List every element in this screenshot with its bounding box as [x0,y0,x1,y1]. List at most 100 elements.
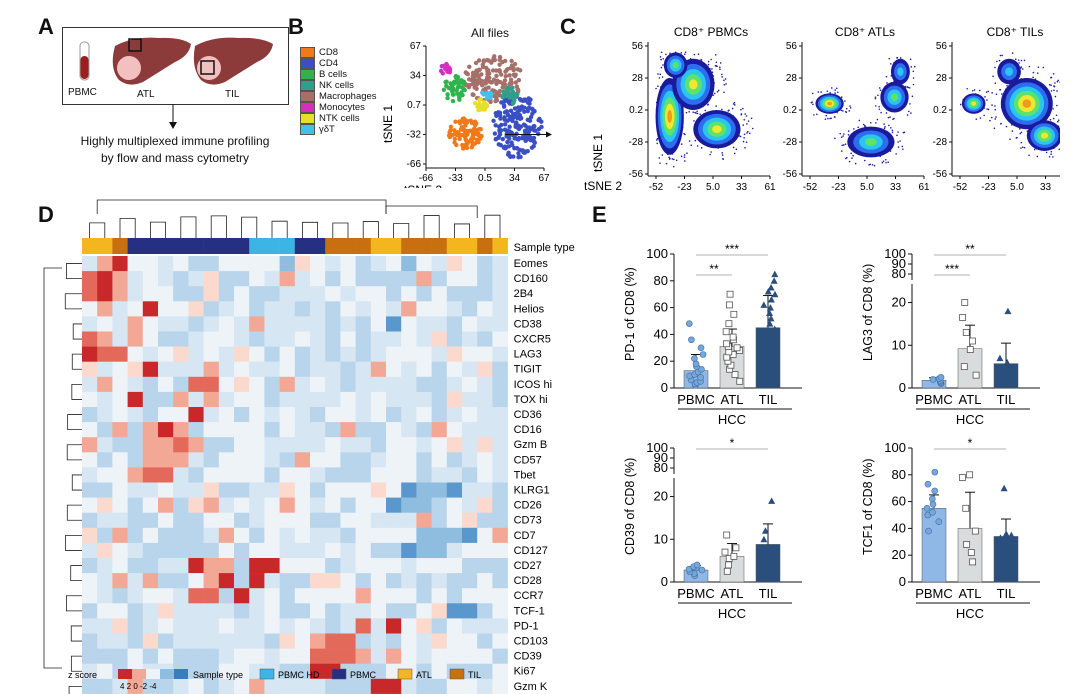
x-tick-label: TIL [997,586,1016,601]
y-tick-label: -28 [629,137,644,148]
marker-label: CD38 [514,318,542,330]
density-dot [843,133,845,135]
heatmap-cell [203,301,220,317]
tsne-point [497,68,502,73]
heatmap-cell [188,256,204,272]
data-point [1004,375,1012,383]
heatmap-cell [264,527,280,544]
data-point [767,284,775,291]
tsne-point [505,93,510,99]
density-dot [1045,151,1048,154]
heatmap-cell [355,633,372,649]
heatmap-cell [173,527,189,544]
heatmap-cell [97,256,113,272]
heatmap-cell [82,407,98,423]
heatmap-cell [446,301,463,317]
legend-swatch [300,113,315,124]
marker-label: CXCR5 [514,334,551,346]
tsne-point [471,126,477,131]
heatmap-cell [370,301,387,317]
heatmap-cell [279,648,296,664]
density-dot [743,133,746,136]
heatmap-cell [310,633,326,649]
heatmap-cell [370,648,387,664]
heatmap-cell [218,422,235,438]
tsne-point [489,60,494,65]
y-tick-label: 0.2 [933,105,947,116]
legend-swatch [300,47,315,58]
density-dot [906,114,909,116]
heatmap-cell [477,618,493,634]
heatmap-cell [142,346,159,362]
heatmap-cell [416,573,432,589]
heatmap-cell [416,301,432,317]
density-dot [824,118,827,121]
zscore-label: z score [68,670,97,680]
sample-type-cell [462,238,478,254]
heatmap-cell [355,331,372,347]
heatmap-cell [310,542,326,559]
heatmap-cell [310,346,326,362]
density-dot [684,51,687,53]
tsne-point [463,70,468,75]
density-dot [994,108,997,111]
heatmap-cell [142,482,159,498]
tsne-point [491,88,496,93]
density-dot [852,154,854,157]
tsne-point [476,139,481,145]
heatmap-cell [340,376,356,393]
heatmap-cell [431,663,448,680]
data-point [937,374,945,381]
density-title: CD8⁺ PBMCs [674,25,748,39]
heatmap-cell [203,527,220,544]
heatmap-cell [158,512,174,529]
heatmap-cell [279,633,296,649]
tsne-point [533,128,538,133]
heatmap-cell [370,391,387,408]
heatmap-cell [462,588,478,604]
heatmap-cell [112,331,128,347]
heatmap-cell [234,542,250,559]
heatmap-cell [386,422,402,438]
sample-type-cell [234,238,250,254]
heatmap-cell [97,618,113,634]
heatmap-cell [97,482,113,498]
heatmap-cell [203,437,220,453]
heatmap-cell [188,301,204,317]
heatmap-cell [431,603,448,619]
left-dendrogram-branch [65,534,82,551]
heatmap-cell [249,603,265,619]
density-dot [825,114,828,117]
arrow-down-icon [169,104,177,129]
tsne-point [499,100,504,105]
heatmap-cell [127,482,144,498]
tsne-point [492,93,497,99]
data-point [766,309,774,316]
heatmap-cell [142,256,159,272]
tsne-point [470,70,476,76]
heatmap-cell [401,271,417,287]
heatmap-cell [234,648,250,664]
heatmap-cell [355,467,372,483]
heatmap-cell [127,603,144,619]
heatmap-cell [203,663,220,680]
density-dot [699,113,701,115]
data-point [931,468,939,476]
heatmap-cell [82,618,98,634]
heatmap-cell [234,663,250,680]
marker-label: LAG3 [514,349,542,361]
heatmap-cell [325,512,341,529]
heatmap-cell [112,678,128,694]
heatmap-cell [249,271,265,287]
heatmap-cell [279,301,296,317]
density-contour [689,79,698,90]
heatmap-cell [142,618,159,634]
tsne-point [452,128,457,133]
heatmap-cell [279,361,296,378]
heatmap-cell [264,391,280,408]
heatmap-cell [173,271,189,287]
density-dot [847,130,850,132]
top-dendrogram-branch [484,214,501,238]
heatmap-cell [112,588,128,604]
density-dot [1056,90,1058,92]
